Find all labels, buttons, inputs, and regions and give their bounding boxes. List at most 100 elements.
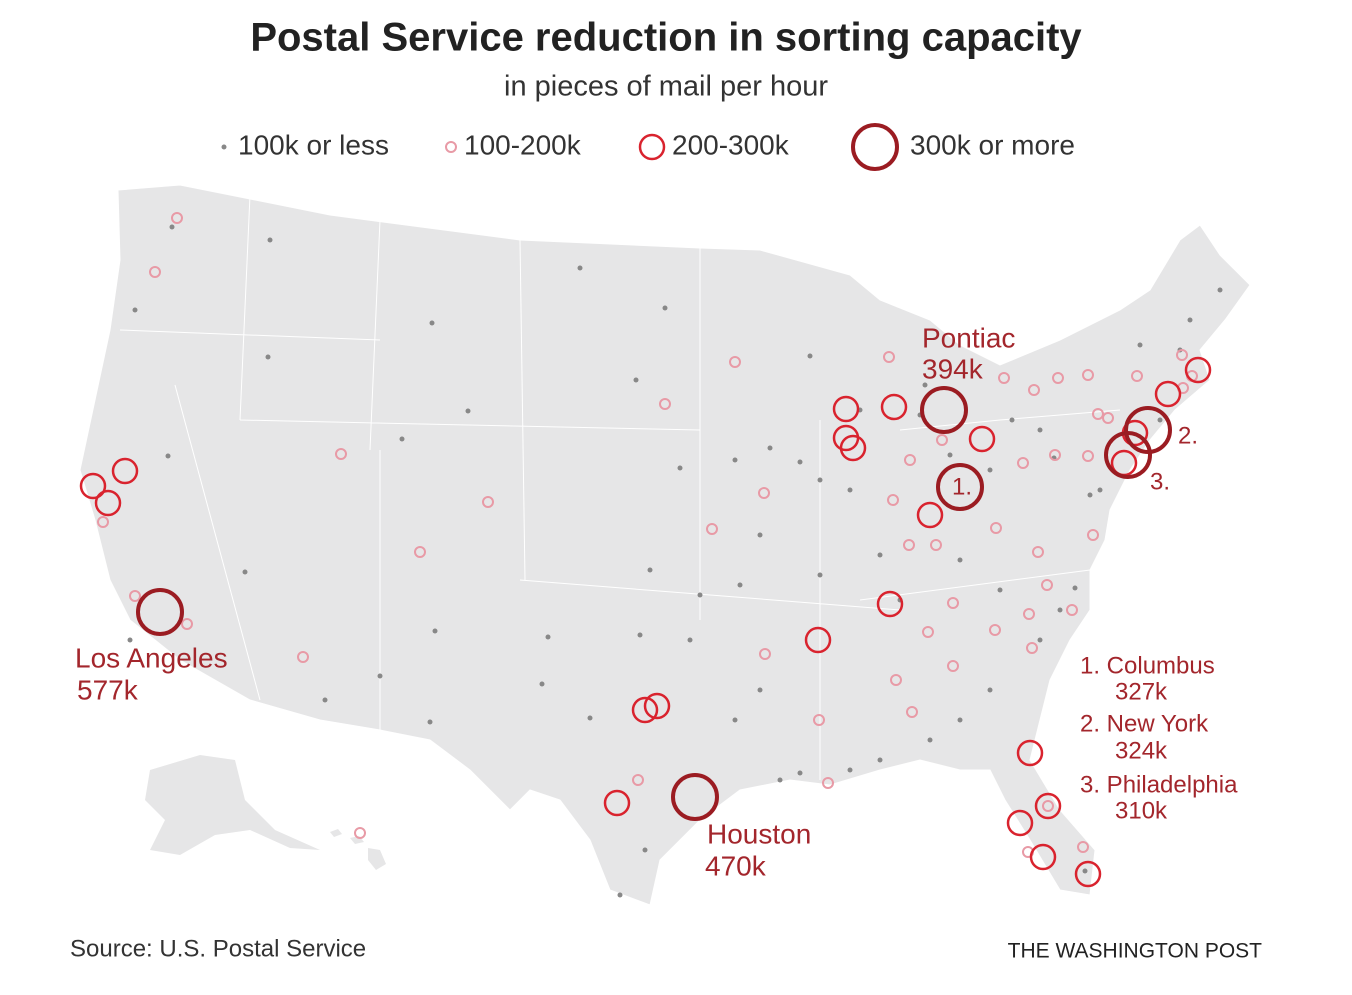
facility-marker — [1037, 637, 1043, 643]
facility-marker — [1074, 860, 1102, 888]
facility-marker — [759, 648, 771, 660]
note-value: 310k — [1115, 797, 1168, 824]
facility-marker — [998, 372, 1010, 384]
legend-circle — [851, 123, 899, 171]
city-label: Los Angeles — [75, 642, 228, 673]
facility-marker — [777, 777, 783, 783]
facility-marker — [817, 477, 823, 483]
facility-marker — [922, 382, 928, 388]
facility-marker — [920, 386, 968, 434]
city-label: Houston — [707, 818, 811, 849]
title: Postal Service reduction in sorting capa… — [250, 16, 1082, 60]
facility-marker — [797, 459, 803, 465]
facility-marker — [632, 774, 644, 786]
facility-marker — [997, 587, 1003, 593]
facility-marker — [322, 697, 328, 703]
city-value: 577k — [77, 674, 139, 705]
facility-marker — [916, 501, 944, 529]
facility-marker — [813, 714, 825, 726]
source: Source: U.S. Postal Service — [70, 935, 366, 962]
facility-marker — [242, 569, 248, 575]
facility-marker — [265, 354, 271, 360]
facility-marker — [149, 266, 161, 278]
alaska-map — [145, 755, 320, 855]
state-borders — [119, 194, 1121, 780]
facility-marker — [936, 463, 984, 511]
facility-marker — [737, 582, 743, 588]
facility-marker — [847, 487, 853, 493]
facility-marker — [706, 523, 718, 535]
facility-marker — [181, 618, 193, 630]
facility-marker — [757, 687, 763, 693]
facility-marker — [922, 626, 934, 638]
note-value: 324k — [1115, 737, 1168, 764]
facility-marker — [847, 767, 853, 773]
facility-marker — [890, 674, 902, 686]
facility-marker — [171, 212, 183, 224]
facility-marker — [545, 634, 551, 640]
city-value: 394k — [922, 353, 984, 384]
note-label: 2. New York — [1080, 710, 1209, 737]
legend-label: 300k or more — [910, 129, 1075, 160]
facility-marker — [1077, 841, 1089, 853]
facility-marker — [1028, 384, 1040, 396]
facility-marker — [1023, 608, 1035, 620]
facility-marker — [79, 472, 107, 500]
facility-marker — [877, 552, 883, 558]
facility-marker — [987, 467, 993, 473]
note-label: 1. Columbus — [1080, 652, 1215, 679]
facility-marker — [1042, 800, 1054, 812]
facility-marker — [758, 487, 770, 499]
facility-marker — [677, 465, 683, 471]
facility-marker — [1176, 349, 1188, 361]
facility-marker — [577, 265, 583, 271]
facility-marker — [1184, 356, 1212, 384]
facility-marker — [111, 457, 139, 485]
facility-marker — [335, 448, 347, 460]
facility-marker — [1066, 604, 1078, 616]
facility-marker — [987, 687, 993, 693]
facility-marker — [1087, 492, 1093, 498]
legend-circle — [638, 133, 666, 161]
facility-marker — [729, 356, 741, 368]
facility-marker — [633, 377, 639, 383]
facility-marker — [631, 696, 659, 724]
facility-marker — [903, 539, 915, 551]
facility-marker — [797, 770, 803, 776]
facility-marker — [947, 597, 959, 609]
facility-marker — [671, 773, 719, 821]
facility-marker — [904, 454, 916, 466]
facility-marker — [432, 628, 438, 634]
city-value: 470k — [705, 850, 767, 881]
facility-marker — [732, 717, 738, 723]
facility-marker — [127, 637, 133, 643]
facility-marker — [876, 590, 904, 618]
facility-marker — [1029, 843, 1057, 871]
facility-marker — [1032, 546, 1044, 558]
facility-marker — [354, 827, 366, 839]
facility-marker — [662, 305, 668, 311]
hawaii-map — [330, 829, 386, 870]
facility-marker — [936, 434, 948, 446]
facility-marker — [132, 307, 138, 313]
facility-marker — [839, 434, 867, 462]
facility-marker — [957, 717, 963, 723]
legend-circle — [445, 141, 457, 153]
facility-marker — [1041, 579, 1053, 591]
facility-marker — [1026, 642, 1038, 654]
map-marker: 1. — [952, 473, 972, 500]
marker-layer — [79, 212, 1223, 898]
facility-marker — [429, 320, 435, 326]
facility-marker — [377, 673, 383, 679]
facility-marker — [817, 572, 823, 578]
facility-marker — [642, 847, 648, 853]
note-value: 327k — [1115, 678, 1168, 705]
facility-marker — [880, 393, 908, 421]
facility-marker — [1057, 607, 1063, 613]
facility-marker — [1082, 868, 1088, 874]
facility-marker — [1217, 287, 1223, 293]
credit: THE WASHINGTON POST — [1008, 940, 1263, 963]
note-label: 3. Philadelphia — [1080, 771, 1238, 798]
facility-marker — [637, 632, 643, 638]
